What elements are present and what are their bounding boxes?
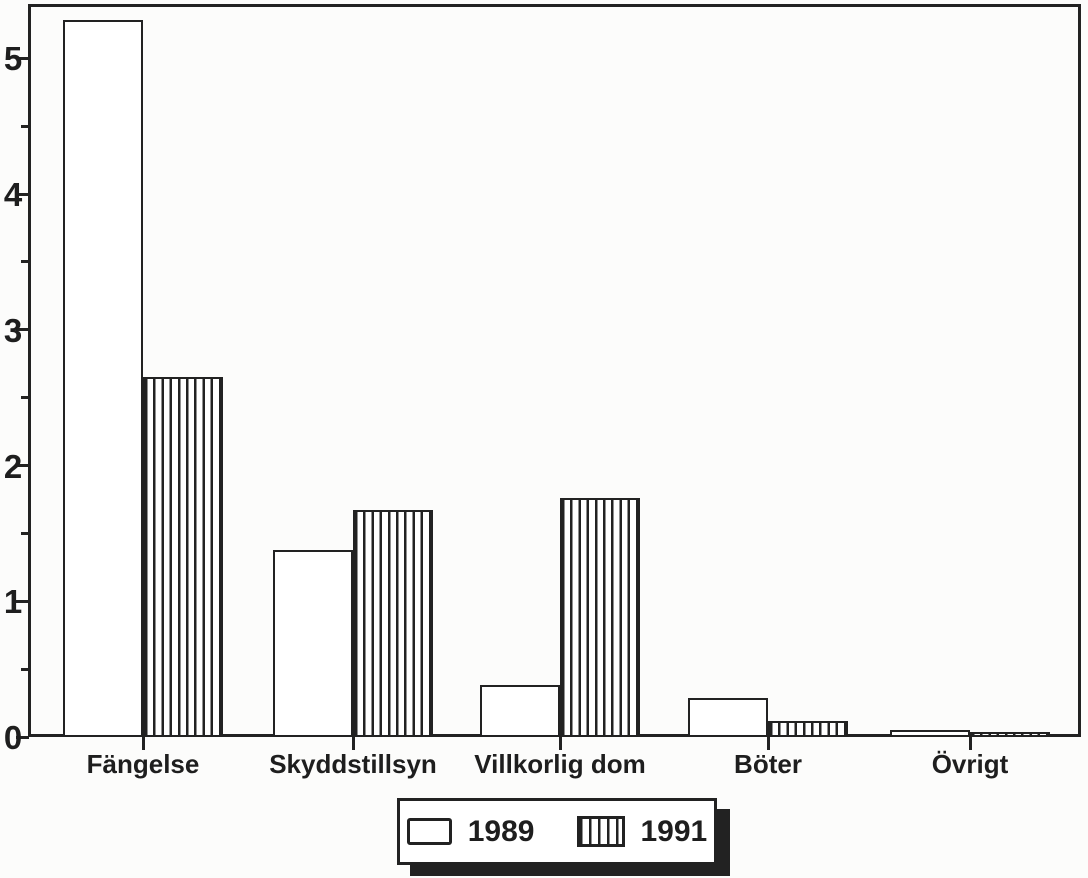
y-axis-minor-tick [21,531,29,535]
bar-1989-f-ngelse [63,20,143,737]
y-axis-major-tick [16,192,29,196]
y-axis-label: 3 [3,311,23,349]
y-axis-major-tick [16,464,29,468]
legend-swatch-1989-icon [406,818,452,845]
x-axis-label: Övrigt [931,749,1009,779]
x-axis-label: Skyddstillsyn [269,749,437,779]
x-axis-label: Villkorlig dom [474,749,646,779]
y-axis-label: 5 [3,40,23,78]
legend-swatch-1991-icon [576,816,625,847]
x-axis-tick [558,737,562,750]
y-axis-major-tick [16,328,29,332]
y-axis-minor-tick [21,396,29,400]
x-axis-tick [351,737,355,750]
y-axis-minor-tick [21,667,29,671]
bar-1989-villkorlig-dom [480,685,560,737]
y-axis-minor-tick [21,260,29,264]
bar-1989-skyddstillsyn [273,549,353,737]
x-axis-label: Fängelse [86,749,200,779]
y-axis-label: 2 [3,447,23,485]
bar-1991-villkorlig-dom [560,498,640,737]
legend-label-1989: 1989 [467,814,535,848]
y-axis-major-tick [16,735,29,739]
x-axis-tick [141,737,145,750]
bar-1989-b-ter [688,697,768,737]
bar-1991-f-ngelse [143,377,223,737]
y-axis-minor-tick [21,124,29,128]
y-axis-major-tick [16,56,29,60]
bar-1989--vrigt [890,730,970,737]
bar-1991--vrigt [970,731,1050,737]
y-axis-label: 0 [3,719,23,756]
y-axis-label: 4 [3,176,23,214]
legend-label-1991: 1991 [640,814,708,848]
x-axis-label: Böter [734,749,802,779]
x-axis-tick [766,737,770,750]
bar-1991-skyddstillsyn [353,510,433,737]
y-axis-major-tick [16,599,29,603]
legend: 1989 1991 [397,798,717,865]
x-axis-tick [968,737,972,750]
bar-1991-b-ter [768,720,848,737]
y-axis-label: 1 [3,583,23,621]
